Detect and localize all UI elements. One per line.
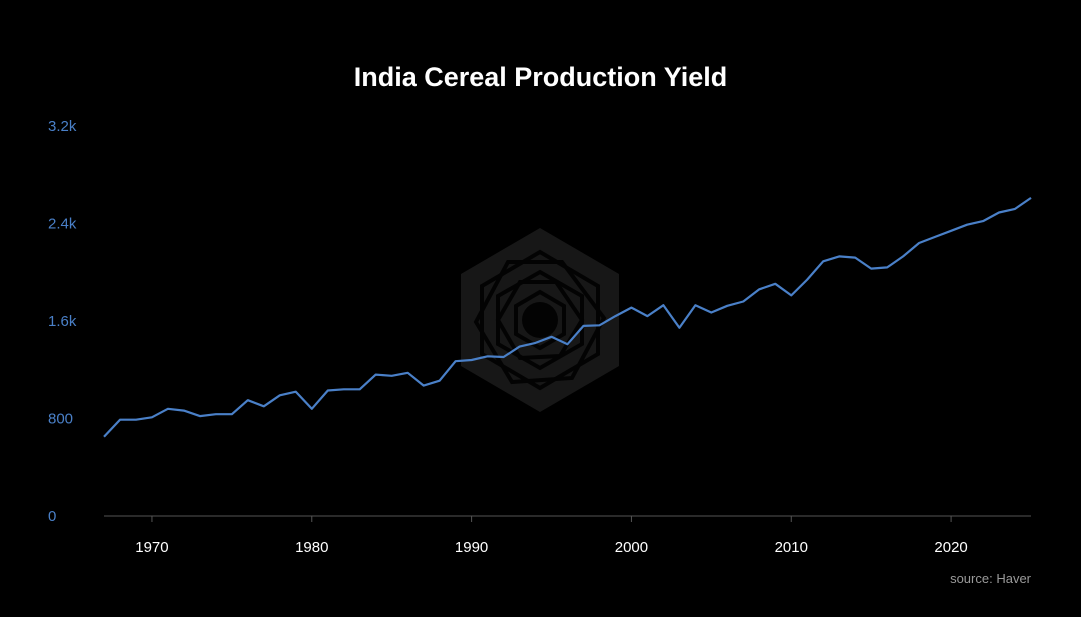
y-tick-label: 2.4k [48, 216, 77, 233]
y-tick-label: 800 [48, 411, 73, 428]
x-tick-label: 2010 [775, 539, 808, 556]
chart-title: India Cereal Production Yield [353, 62, 728, 92]
y-tick-label: 1.6k [48, 313, 77, 330]
x-tick-label: 2000 [615, 539, 648, 556]
y-tick-label: 3.2k [48, 118, 77, 135]
x-tick-label: 2020 [934, 539, 967, 556]
x-tick-label: 1990 [455, 539, 488, 556]
y-axis-ticks: 0 800 1.6k 2.4k 3.2k [48, 118, 77, 525]
x-tick-label: 1980 [295, 539, 328, 556]
y-tick-label: 0 [48, 508, 56, 525]
x-tick-label: 1970 [135, 539, 168, 556]
source-note: source: Haver [950, 571, 1031, 586]
series-layer [103, 196, 1032, 438]
x-axis-ticks: 1970 1980 1990 2000 2010 2020 [135, 516, 968, 556]
watermark-logo [461, 228, 619, 412]
